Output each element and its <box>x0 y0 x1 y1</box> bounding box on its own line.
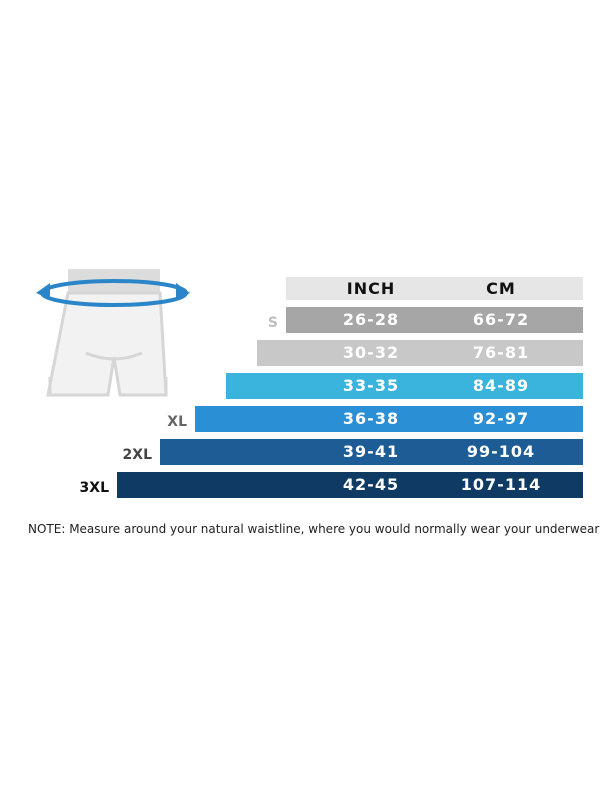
cm-range: 92-97 <box>472 409 530 428</box>
size-label: S <box>267 315 278 331</box>
size-row: 42-45 107-114 <box>117 472 583 498</box>
shorts-icon <box>36 269 190 397</box>
size-label: 2XL <box>122 447 152 463</box>
cm-range: 84-89 <box>472 376 530 395</box>
size-label: XL <box>167 414 187 430</box>
cm-range: 107-114 <box>460 475 542 494</box>
inch-range: 26-28 <box>342 310 400 329</box>
header-inch: INCH <box>346 279 396 298</box>
inch-range: 36-38 <box>342 409 400 428</box>
inch-range: 39-41 <box>342 442 400 461</box>
size-row: 30-32 76-81 <box>257 340 583 366</box>
inch-range: 42-45 <box>342 475 400 494</box>
inch-range: 33-35 <box>342 376 400 395</box>
inch-range: 30-32 <box>342 343 400 362</box>
note: NOTE: Measure around your natural waistl… <box>28 522 600 536</box>
cm-range: 99-104 <box>466 442 536 461</box>
header-cm: CM <box>486 279 516 298</box>
size-row: 39-41 99-104 <box>160 439 583 465</box>
cm-range: 66-72 <box>472 310 530 329</box>
size-row: 26-28 66-72 <box>286 307 583 333</box>
header-bar: INCH CM <box>286 277 583 300</box>
size-row: 36-38 92-97 <box>195 406 583 432</box>
size-row: 33-35 84-89 <box>226 373 583 399</box>
cm-range: 76-81 <box>472 343 530 362</box>
size-label: 3XL <box>79 480 109 496</box>
